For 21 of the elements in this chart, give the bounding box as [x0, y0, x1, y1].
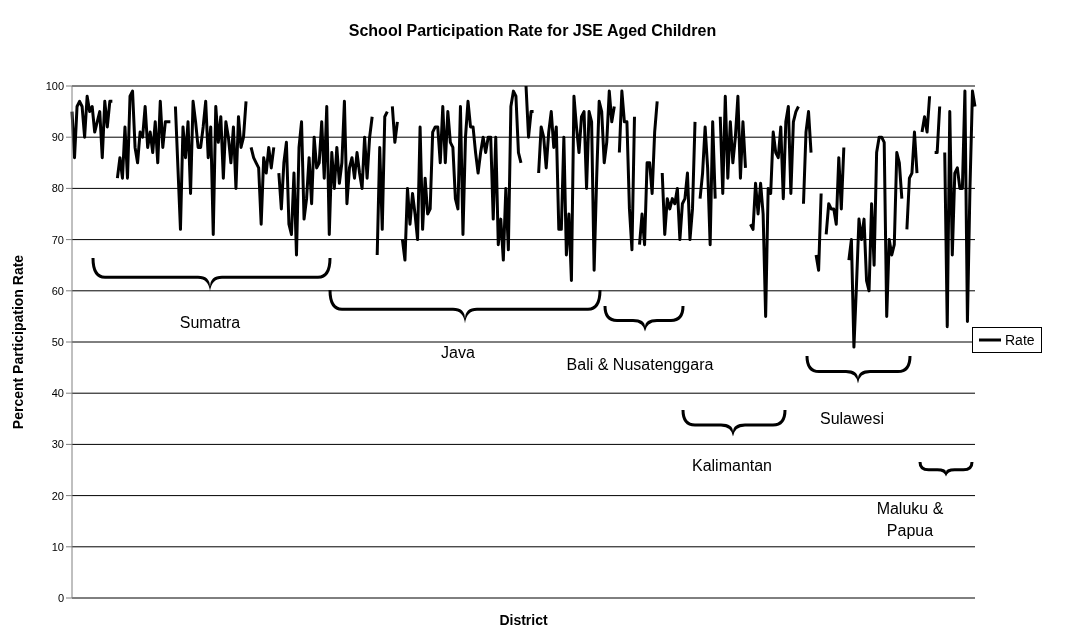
annotation: Sulawesi	[819, 409, 885, 429]
y-tick-label: 40	[51, 387, 64, 400]
y-tick-label: 60	[51, 284, 64, 297]
y-tick-label: 0	[57, 591, 64, 604]
y-tick-label: 90	[51, 131, 64, 144]
legend-label: Rate	[1005, 332, 1035, 348]
y-tick-label: 70	[51, 233, 64, 246]
y-axis-title: Percent Participation Rate	[10, 253, 27, 432]
y-tick-label: 100	[45, 79, 64, 92]
annotation: Sumatra	[178, 313, 242, 333]
annotation: Bali & Nusatenggara	[565, 355, 715, 375]
y-tick-label: 80	[51, 182, 64, 195]
x-axis-title: District	[498, 612, 549, 628]
annotation: Maluku & Papua	[875, 499, 945, 541]
chart-title: School Participation Rate for JSE Aged Children	[347, 22, 718, 40]
annotation: Kalimantan	[690, 456, 773, 476]
y-tick-label: 50	[51, 335, 64, 348]
y-tick-label: 20	[51, 489, 64, 502]
y-tick-label: 10	[51, 540, 64, 553]
y-tick-label: 30	[51, 438, 64, 451]
annotation: Java	[440, 343, 476, 363]
